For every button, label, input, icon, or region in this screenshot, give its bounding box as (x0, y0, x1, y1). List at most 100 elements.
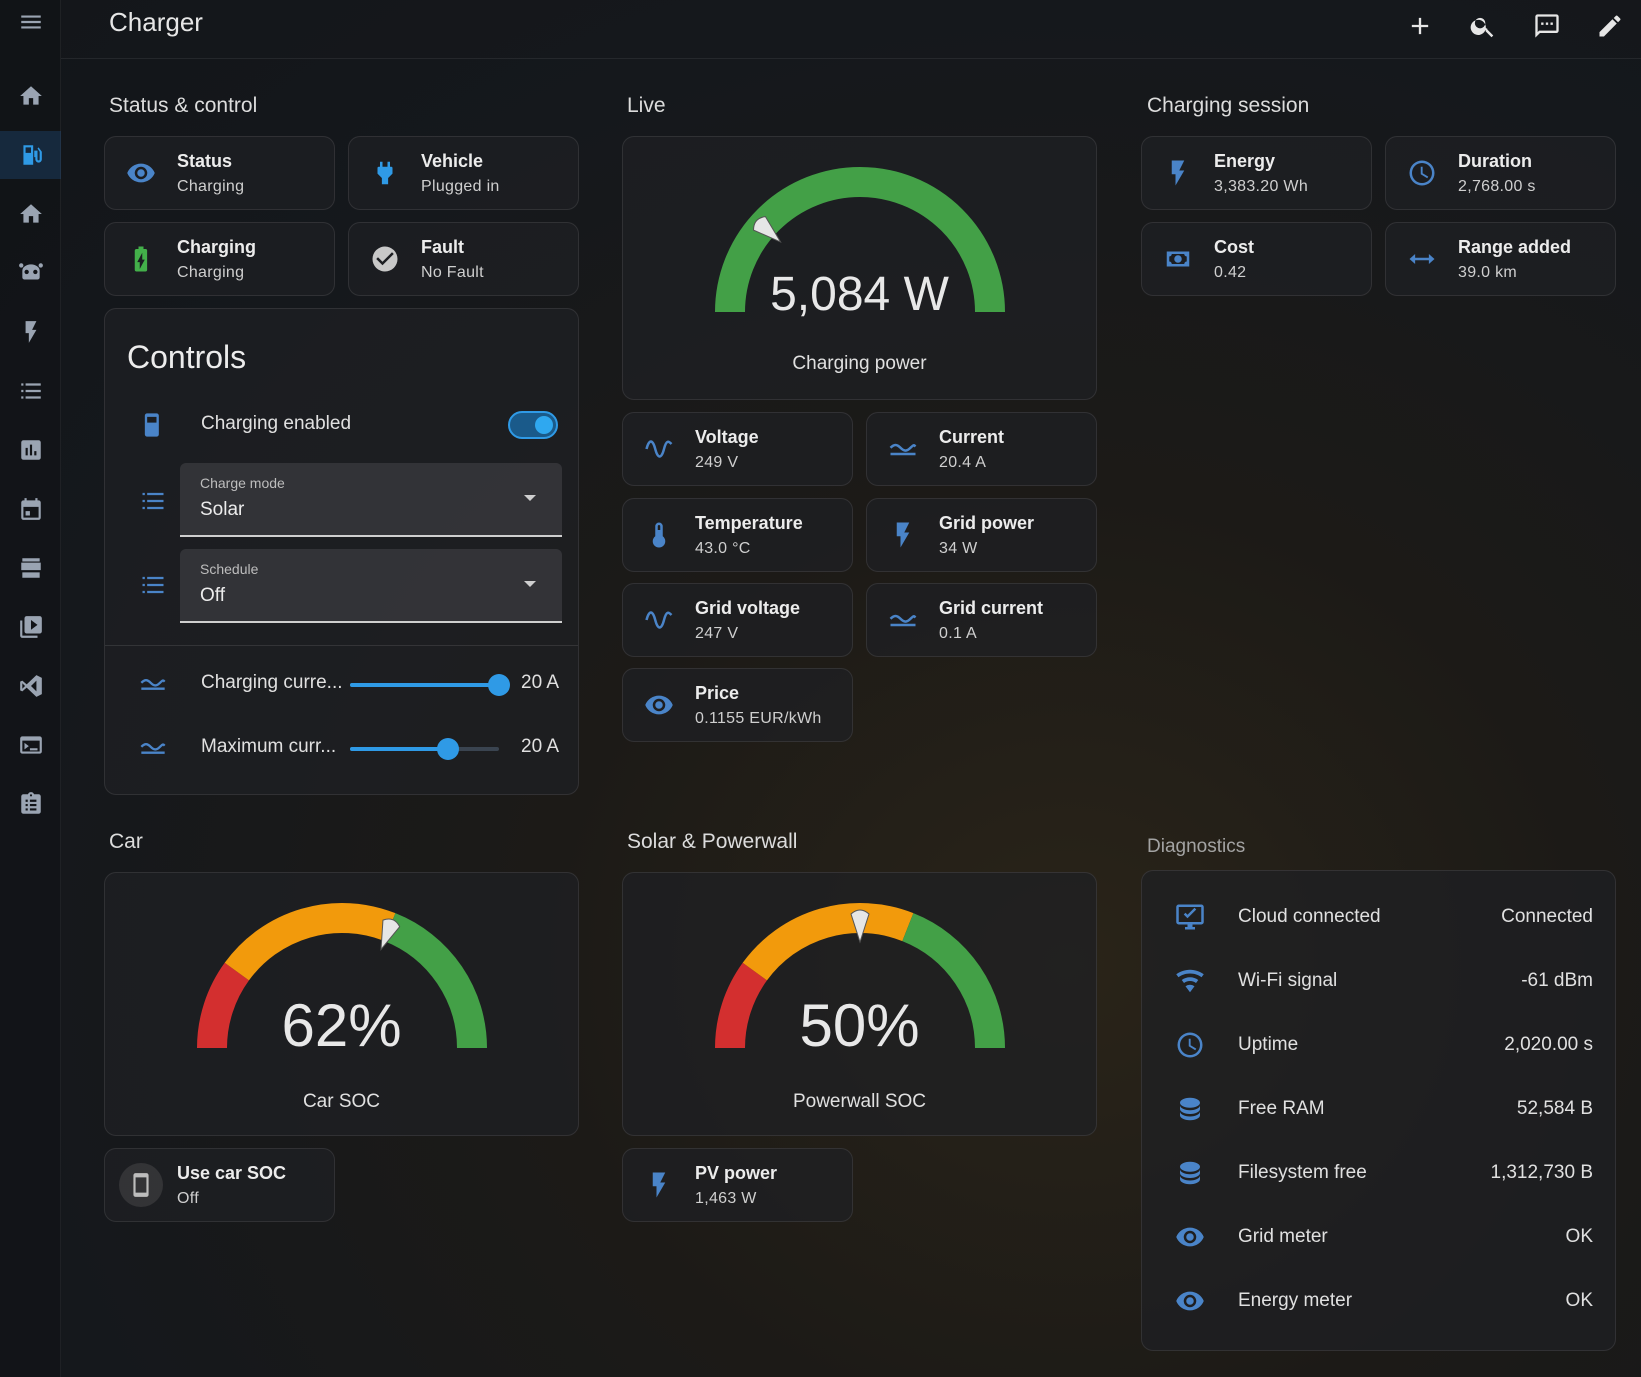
wifi-icon (1142, 966, 1238, 996)
diag-value: -61 dBm (1521, 970, 1593, 991)
ev-station-icon (133, 405, 173, 445)
diag-name: Grid meter (1238, 1226, 1328, 1247)
diag-value: 2,020.00 s (1504, 1034, 1593, 1055)
diag-name: Wi-Fi signal (1238, 970, 1338, 991)
format-list-icon (133, 565, 173, 605)
gauge-value: 62% (281, 992, 402, 1059)
car-soc-gauge-card[interactable]: 62% Car SOC (104, 872, 579, 1136)
diag-row-cloud-connected[interactable]: Cloud connected Connected (1142, 885, 1615, 949)
diag-row-wifi-signal[interactable]: Wi-Fi signal -61 dBm (1142, 949, 1615, 1013)
check-circle-icon (349, 244, 421, 274)
sine-wave-icon (623, 434, 695, 464)
power-gauge (715, 167, 1005, 313)
charging-current-value: 20 A (521, 672, 560, 693)
home-alt-icon[interactable] (0, 190, 61, 238)
tile-vehicle[interactable]: Vehicle Plugged in (348, 136, 579, 210)
slider-thumb[interactable] (437, 738, 460, 760)
menu-icon[interactable] (0, 0, 61, 44)
gauge-segment (742, 903, 914, 981)
tile-temperature[interactable]: Temperature 43.0 °C (622, 498, 853, 572)
calendar-icon[interactable] (0, 485, 61, 533)
gauge-segment (715, 167, 1005, 313)
diag-row-filesystem-free[interactable]: Filesystem free 1,312,730 B (1142, 1141, 1615, 1205)
assist-icon[interactable] (1527, 6, 1567, 46)
hacs-icon[interactable] (0, 544, 61, 592)
section-title-charging-session: Charging session (1147, 94, 1310, 117)
tile-name: Price (695, 682, 740, 703)
tile-state: No Fault (421, 263, 484, 281)
charging-enabled-toggle[interactable] (508, 411, 558, 439)
diag-name: Uptime (1238, 1034, 1299, 1055)
vscode-icon[interactable] (0, 662, 61, 710)
gauge-name: Charging power (792, 353, 927, 374)
chart-box-icon[interactable] (0, 426, 61, 474)
tile-price[interactable]: Price 0.1155 EUR/kWh (622, 668, 853, 742)
tile-grid-current[interactable]: Grid current 0.1 A (866, 583, 1097, 657)
tile-grid-voltage[interactable]: Grid voltage 247 V (622, 583, 853, 657)
gauge-needle (380, 918, 401, 951)
tile-name: Status (177, 150, 233, 171)
maximum-current-slider[interactable] (350, 738, 499, 760)
tile-use-car-soc[interactable]: Use car SOC Off (104, 1148, 335, 1222)
tile-name: Temperature (695, 512, 803, 533)
diag-row-uptime[interactable]: Uptime 2,020.00 s (1142, 1013, 1615, 1077)
tile-name: Energy (1214, 150, 1276, 171)
tile-pv-power[interactable]: PV power 1,463 W (622, 1148, 853, 1222)
tile-state: 2,768.00 s (1458, 177, 1536, 195)
charging-enabled-label: Charging enabled (201, 413, 352, 434)
schedule-select[interactable]: Schedule Off (180, 549, 562, 623)
terminal-icon[interactable] (0, 721, 61, 769)
flash-icon[interactable] (0, 308, 61, 356)
gauge-value: 50% (799, 992, 920, 1059)
tile-name: PV power (695, 1162, 778, 1183)
gauge-segment (383, 913, 487, 1049)
powerwall-soc-gauge-card[interactable]: 50% Powerwall SOC (622, 872, 1097, 1136)
ev-station-icon[interactable] (0, 131, 61, 179)
tile-range-added[interactable]: Range added 39.0 km (1385, 222, 1616, 296)
tile-charging[interactable]: Charging Charging (104, 222, 335, 296)
gauge-segment (224, 903, 396, 981)
charging-power-gauge-card[interactable]: 5,084 W Charging power (622, 136, 1097, 400)
tile-state: Charging (177, 263, 245, 281)
diag-name: Cloud connected (1238, 906, 1381, 927)
charge-mode-select[interactable]: Charge mode Solar (180, 463, 562, 537)
tile-state: 39.0 km (1458, 263, 1518, 281)
tile-voltage[interactable]: Voltage 249 V (622, 412, 853, 486)
tile-current[interactable]: Current 20.4 A (866, 412, 1097, 486)
clipboard-icon[interactable] (0, 780, 61, 828)
eye-icon (1142, 1222, 1238, 1252)
diag-row-grid-meter[interactable]: Grid meter OK (1142, 1205, 1615, 1269)
tile-duration[interactable]: Duration 2,768.00 s (1385, 136, 1616, 210)
format-list-icon[interactable] (0, 367, 61, 415)
diag-row-energy-meter[interactable]: Energy meter OK (1142, 1269, 1615, 1333)
section-title-diagnostics: Diagnostics (1147, 836, 1246, 857)
add-icon[interactable] (1400, 6, 1440, 46)
chevron-down-icon (524, 581, 536, 587)
diag-row-free-ram[interactable]: Free RAM 52,584 B (1142, 1077, 1615, 1141)
tile-state: Charging (177, 177, 245, 195)
slider-thumb[interactable] (488, 674, 510, 696)
monitor-icon (1142, 902, 1238, 932)
tile-fault[interactable]: Fault No Fault (348, 222, 579, 296)
search-icon[interactable] (1463, 6, 1503, 46)
media-icon[interactable] (0, 603, 61, 651)
chevron-down-icon (524, 495, 536, 501)
diag-name: Energy meter (1238, 1290, 1353, 1311)
edit-icon[interactable] (1590, 6, 1630, 46)
diag-name: Filesystem free (1238, 1162, 1367, 1183)
charging-current-slider[interactable] (350, 674, 510, 696)
home-icon[interactable] (0, 72, 61, 120)
section-title-live: Live (627, 94, 666, 117)
format-list-icon (133, 481, 173, 521)
tile-state: 0.1 A (939, 624, 977, 642)
tile-cost[interactable]: Cost 0.42 (1141, 222, 1372, 296)
tile-state: 43.0 °C (695, 539, 751, 557)
tile-energy[interactable]: Energy 3,383.20 Wh (1141, 136, 1372, 210)
tile-status[interactable]: Status Charging (104, 136, 335, 210)
diag-value: 1,312,730 B (1490, 1162, 1593, 1183)
toggle-knob (535, 416, 553, 434)
gauge-segment (715, 962, 768, 1049)
tile-name: Grid current (939, 597, 1044, 618)
robot-icon[interactable] (0, 249, 61, 297)
tile-grid-power[interactable]: Grid power 34 W (866, 498, 1097, 572)
